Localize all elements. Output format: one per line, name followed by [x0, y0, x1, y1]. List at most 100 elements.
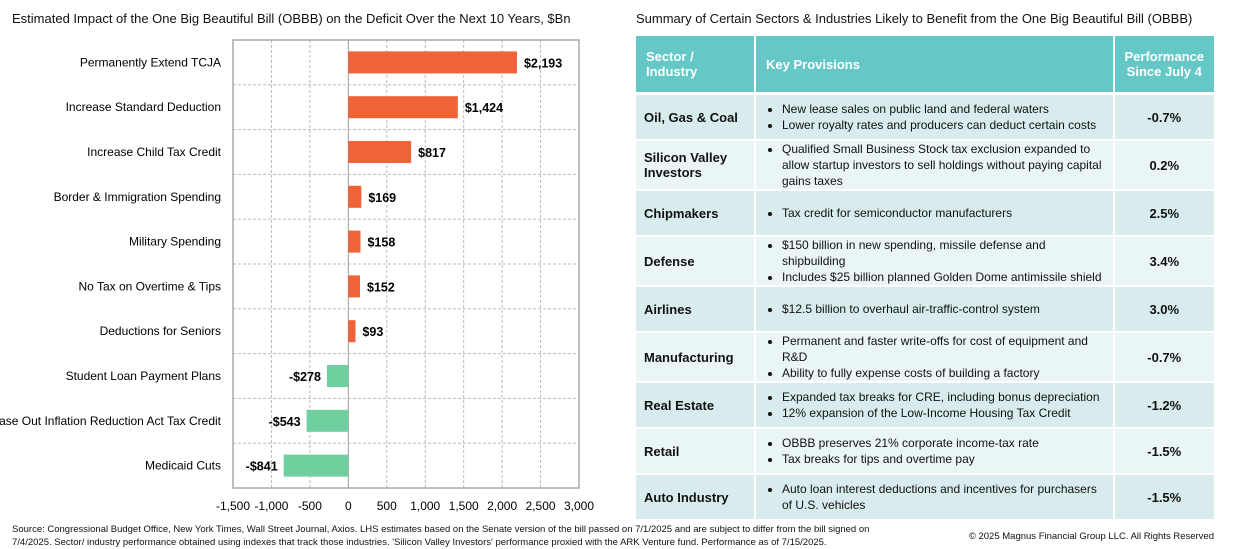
data-label: -$841 — [246, 460, 278, 474]
category-label: Military Spending — [129, 235, 221, 249]
category-label: Student Loan Payment Plans — [66, 369, 221, 383]
data-label: $169 — [368, 191, 396, 205]
x-tick-label: 0 — [345, 499, 352, 513]
table-row: Chipmakers Tax credit for semiconductor m… — [636, 191, 1214, 237]
provisions-cell: Tax credit for semiconductor manufacture… — [756, 191, 1115, 237]
sector-cell: Manufacturing — [636, 333, 756, 383]
table-row: Real Estate Expanded tax breaks for CRE, … — [636, 383, 1214, 429]
bar — [283, 454, 349, 477]
copyright: © 2025 Magnus Financial Group LLC. All R… — [968, 531, 1214, 542]
x-tick-label: 2,500 — [526, 499, 556, 513]
category-label: Phase Out Inflation Reduction Act Tax Cr… — [0, 414, 222, 428]
table-row: Airlines $12.5 billion to overhaul air-tr… — [636, 287, 1214, 333]
table-row: Defense $150 billion in new spending, mis… — [636, 237, 1214, 287]
provision-item: Lower royalty rates and producers can de… — [782, 117, 1105, 133]
header-performance: Performance Since July 4 — [1114, 36, 1214, 95]
performance-cell: 2.5% — [1114, 191, 1214, 237]
x-tick-label: -500 — [298, 499, 322, 513]
provision-item: New lease sales on public land and feder… — [782, 101, 1105, 117]
source-footnote: Source: Congressional Budget Office, New… — [12, 524, 870, 548]
performance-cell: 0.2% — [1114, 141, 1214, 191]
provisions-cell: New lease sales on public land and feder… — [756, 95, 1115, 141]
provision-item: Qualified Small Business Stock tax exclu… — [782, 141, 1105, 189]
performance-cell: -0.7% — [1114, 95, 1214, 141]
x-tick-label: -1,000 — [254, 499, 288, 513]
sectors-table: Sector / Industry Key Provisions Perform… — [636, 36, 1214, 521]
provisions-cell: Qualified Small Business Stock tax exclu… — [756, 141, 1115, 191]
bar — [348, 320, 356, 343]
sector-cell: Silicon Valley Investors — [636, 141, 756, 191]
provision-item: Auto loan interest deductions and incent… — [782, 481, 1105, 513]
sector-cell: Chipmakers — [636, 191, 756, 237]
table-row: Retail OBBB preserves 21% corporate incom… — [636, 429, 1214, 475]
bar — [348, 230, 361, 253]
provisions-cell: Expanded tax breaks for CRE, including b… — [756, 383, 1115, 429]
provision-item: Permanent and faster write-offs for cost… — [782, 333, 1105, 365]
provisions-cell: Auto loan interest deductions and incent… — [756, 475, 1115, 521]
category-label: Increase Child Tax Credit — [87, 145, 222, 159]
performance-cell: -1.5% — [1114, 475, 1214, 521]
provisions-cell: $12.5 billion to overhaul air-traffic-co… — [756, 287, 1115, 333]
chart-title: Estimated Impact of the One Big Beautifu… — [12, 11, 571, 26]
bar — [348, 96, 458, 119]
data-label: $158 — [367, 236, 395, 250]
provision-item: 12% expansion of the Low-Income Housing … — [782, 405, 1105, 421]
sector-cell: Oil, Gas & Coal — [636, 95, 756, 141]
category-label: Increase Standard Deduction — [66, 100, 221, 114]
performance-cell: -1.5% — [1114, 429, 1214, 475]
x-tick-label: 3,000 — [564, 499, 594, 513]
category-label: Deductions for Seniors — [100, 324, 221, 338]
performance-cell: -0.7% — [1114, 333, 1214, 383]
performance-cell: 3.4% — [1114, 237, 1214, 287]
data-label: -$543 — [269, 415, 301, 429]
data-label: -$278 — [289, 370, 321, 384]
x-tick-label: 500 — [377, 499, 397, 513]
table-row: Oil, Gas & Coal New lease sales on public… — [636, 95, 1214, 141]
provision-item: Includes $25 billion planned Golden Dome… — [782, 269, 1105, 285]
x-tick-label: -1,500 — [216, 499, 250, 513]
provisions-cell: $150 billion in new spending, missile de… — [756, 237, 1115, 287]
provisions-cell: OBBB preserves 21% corporate income-tax … — [756, 429, 1115, 475]
x-tick-label: 1,000 — [410, 499, 440, 513]
sector-cell: Retail — [636, 429, 756, 475]
data-label: $152 — [367, 280, 395, 294]
bar — [348, 141, 412, 163]
provision-item: $150 billion in new spending, missile de… — [782, 237, 1105, 269]
data-label: $817 — [418, 146, 446, 160]
x-tick-label: 2,000 — [487, 499, 517, 513]
sector-cell: Defense — [636, 237, 756, 287]
data-label: $1,424 — [465, 101, 503, 115]
category-label: No Tax on Overtime & Tips — [79, 279, 222, 293]
category-label: Border & Immigration Spending — [54, 190, 221, 204]
bar-chart: -1,500 -1,000 -500 0 500 1,000 1,500 2,000 2,500… — [0, 39, 594, 513]
table-title: Summary of Certain Sectors & Industries … — [636, 11, 1193, 26]
data-label: $2,193 — [524, 56, 562, 70]
sector-cell: Real Estate — [636, 383, 756, 429]
provision-item: Tax breaks for tips and overtime pay — [782, 451, 1105, 467]
sector-cell: Auto Industry — [636, 475, 756, 521]
provision-item: Ability to fully expense costs of buildi… — [782, 365, 1105, 381]
category-label: Permanently Extend TCJA — [80, 55, 221, 69]
provision-item: OBBB preserves 21% corporate income-tax … — [782, 435, 1105, 451]
table-row: Manufacturing Permanent and faster write-… — [636, 333, 1214, 383]
provision-item: $12.5 billion to overhaul air-traffic-co… — [782, 301, 1105, 317]
header-provisions: Key Provisions — [756, 36, 1115, 95]
bar — [326, 365, 349, 387]
provision-item: Expanded tax breaks for CRE, including b… — [782, 389, 1105, 405]
performance-cell: 3.0% — [1114, 287, 1214, 333]
category-label: Medicaid Cuts — [145, 459, 221, 473]
provisions-cell: Permanent and faster write-offs for cost… — [756, 333, 1115, 383]
header-sector: Sector / Industry — [636, 36, 756, 95]
bar — [348, 185, 362, 208]
table-row: Silicon Valley Investors Qualified Small … — [636, 141, 1214, 191]
bar — [348, 275, 361, 298]
table-row: Auto Industry Auto loan interest deductio… — [636, 475, 1214, 521]
x-tick-label: 1,500 — [449, 499, 479, 513]
performance-cell: -1.2% — [1114, 383, 1214, 429]
provision-item: Tax credit for semiconductor manufacture… — [782, 205, 1105, 221]
bar — [306, 409, 349, 432]
bar — [348, 51, 517, 74]
data-label: $93 — [362, 325, 383, 339]
sector-cell: Airlines — [636, 287, 756, 333]
plot-frame — [232, 39, 580, 489]
